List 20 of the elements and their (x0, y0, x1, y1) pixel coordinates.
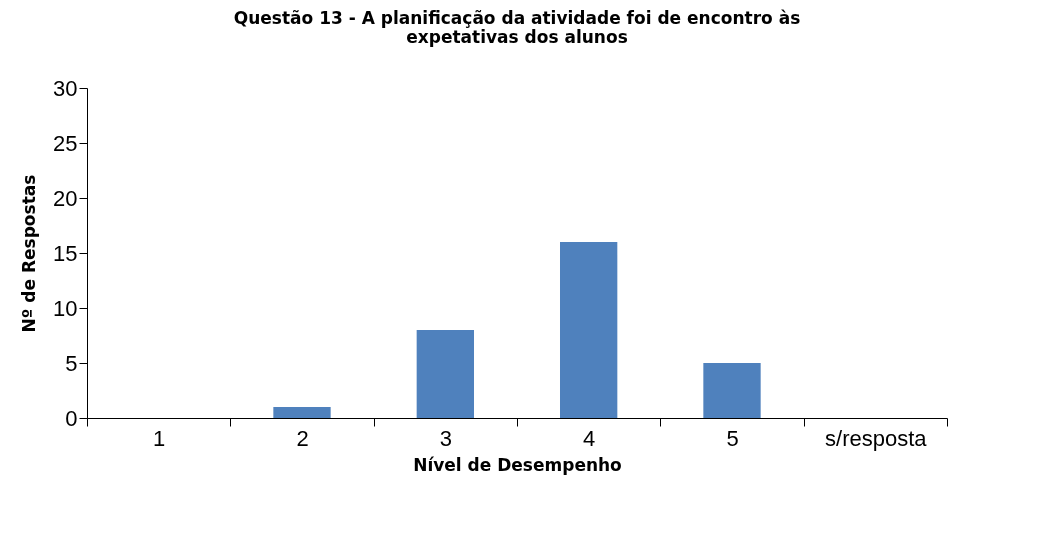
y-tick-label: 20 (53, 185, 78, 211)
chart-title: Questão 13 - A planificação da atividade foi de encontro às expetativas dos alunos (233, 8, 801, 47)
x-tick-label: s/resposta (825, 425, 928, 451)
bar (560, 242, 618, 418)
bar (273, 407, 331, 418)
x-tick-label: 5 (726, 425, 739, 451)
y-tick-label: 15 (53, 240, 78, 266)
y-tick-label: 0 (65, 405, 78, 431)
y-tick-label: 5 (65, 350, 78, 376)
y-axis-title: Nº de Respostas (19, 174, 40, 333)
x-tick-label: 2 (296, 425, 309, 451)
y-tick-label: 30 (53, 75, 78, 101)
x-tick-label: 1 (153, 425, 166, 451)
y-tick-label: 25 (53, 130, 78, 156)
x-tick-label: 4 (583, 425, 596, 451)
x-tick-label: 3 (439, 425, 452, 451)
x-axis-title: Nível de Desempenho (413, 454, 622, 475)
y-tick-label: 10 (53, 295, 78, 321)
bar (703, 363, 761, 418)
bar (416, 330, 474, 418)
